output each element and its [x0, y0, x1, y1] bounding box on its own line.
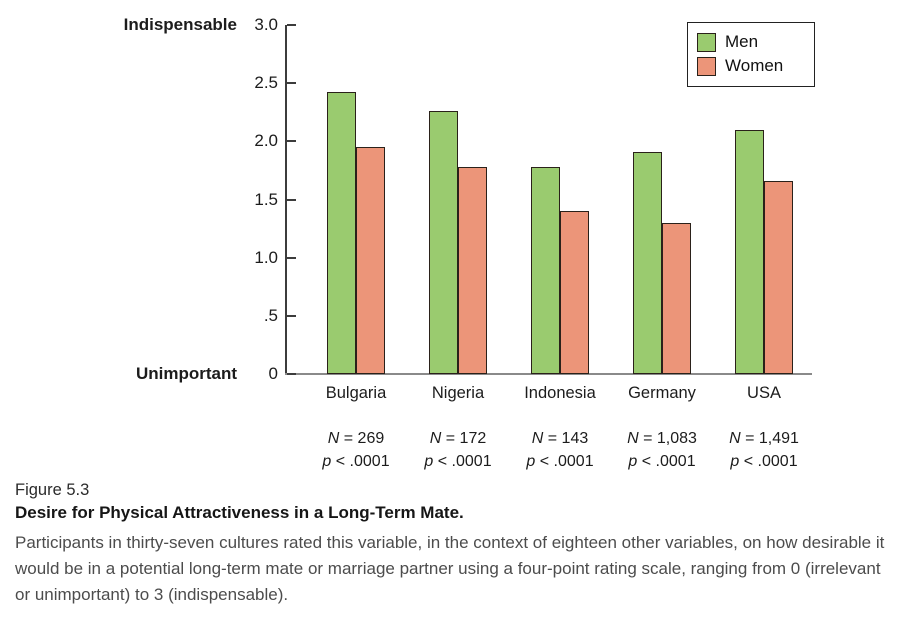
men-color-swatch	[697, 32, 716, 52]
p-value-bulgaria: p < .0001	[322, 453, 390, 470]
p-value-usa: p < .0001	[730, 453, 798, 470]
sample-size-usa: N = 1,491	[729, 430, 799, 447]
x-axis-baseline	[285, 373, 812, 375]
bar-bulgaria-women	[356, 147, 385, 374]
y-tick-label-1.0: 1.0	[254, 247, 278, 267]
category-label-indonesia: Indonesia	[524, 384, 596, 402]
y-tick-1.0	[287, 256, 296, 259]
figure-caption: Figure 5.3 Desire for Physical Attractiv…	[15, 481, 897, 608]
y-tick-2.5	[287, 82, 296, 85]
bar-chart-plot: Indispensable Unimportant 0 .5 1.0 1.5 2.0 2.…	[123, 15, 812, 470]
figure-title: Desire for Physical Attractiveness in a …	[15, 503, 464, 522]
bar-nigeria-women	[458, 166, 487, 374]
women-color-swatch	[697, 56, 716, 76]
category-label-bulgaria: Bulgaria	[325, 384, 387, 402]
y-tick-2.0	[287, 140, 296, 143]
sample-size-nigeria: N = 172	[429, 430, 487, 447]
y-tick-label-3.0: 3.0	[254, 15, 278, 34]
bar-usa-women	[764, 180, 793, 374]
bar-germany-men	[633, 151, 662, 374]
legend-item-women: Women	[697, 54, 805, 78]
y-tick-label-0: 0	[268, 364, 278, 383]
y-tick-0	[287, 373, 296, 375]
y-tick-label-2.5: 2.5	[254, 73, 278, 93]
legend-label-men: Men	[725, 32, 759, 51]
p-value-germany: p < .0001	[628, 453, 696, 470]
y-axis-line	[285, 25, 287, 374]
category-label-usa: USA	[747, 384, 781, 402]
bar-indonesia-women	[560, 211, 589, 374]
chart-legend: Men Women	[687, 22, 815, 87]
sample-size-indonesia: N = 143	[531, 430, 589, 447]
category-label-nigeria: Nigeria	[431, 384, 485, 402]
legend-label-women: Women	[725, 56, 784, 75]
y-axis-top-label: Indispensable	[123, 15, 237, 34]
y-axis-bottom-label: Unimportant	[135, 364, 237, 383]
y-tick-.5	[287, 314, 296, 317]
legend-item-men: Men	[697, 30, 805, 54]
p-value-indonesia: p < .0001	[526, 453, 594, 470]
y-tick-3.0	[287, 24, 296, 26]
figure-number: Figure 5.3	[15, 481, 90, 499]
bar-nigeria-men	[429, 111, 458, 374]
category-label-germany: Germany	[628, 384, 696, 402]
y-tick-1.5	[287, 198, 296, 201]
y-tick-label-.5: .5	[263, 305, 278, 325]
figure-description: Participants in thirty-seven cultures ra…	[15, 533, 885, 604]
sample-size-bulgaria: N = 269	[327, 430, 385, 447]
sample-size-germany: N = 1,083	[627, 430, 697, 447]
y-tick-label-1.5: 1.5	[254, 189, 278, 209]
bar-usa-men	[735, 129, 764, 374]
bar-germany-women	[662, 222, 691, 374]
bar-indonesia-men	[531, 166, 560, 374]
p-value-nigeria: p < .0001	[424, 453, 492, 470]
bar-bulgaria-men	[327, 92, 356, 374]
y-tick-label-2.0: 2.0	[254, 131, 278, 151]
